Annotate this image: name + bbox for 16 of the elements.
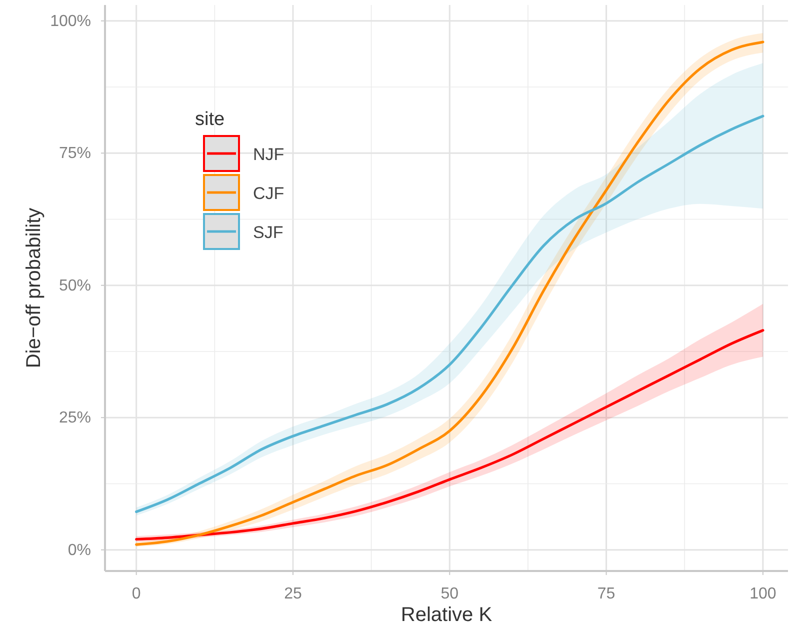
legend-title: site xyxy=(195,109,225,130)
y-tick-label: 50% xyxy=(58,277,91,294)
legend-label: CJF xyxy=(253,184,284,203)
y-tick-label: 25% xyxy=(58,410,91,427)
x-axis-title: Relative K xyxy=(400,604,493,626)
x-tick-label: 25 xyxy=(284,585,302,602)
y-tick-label: 100% xyxy=(50,12,91,30)
y-tick-label: 75% xyxy=(58,145,91,162)
x-tick-label: 100 xyxy=(750,585,776,602)
y-tick-label: 0% xyxy=(68,542,91,559)
legend-label: NJF xyxy=(253,145,284,164)
x-tick-label: 50 xyxy=(440,585,459,602)
legend-label: SJF xyxy=(253,223,284,242)
y-axis-title: Die−off probability xyxy=(23,208,45,368)
x-tick-label: 0 xyxy=(132,585,141,602)
x-tick-label: 75 xyxy=(597,585,616,602)
